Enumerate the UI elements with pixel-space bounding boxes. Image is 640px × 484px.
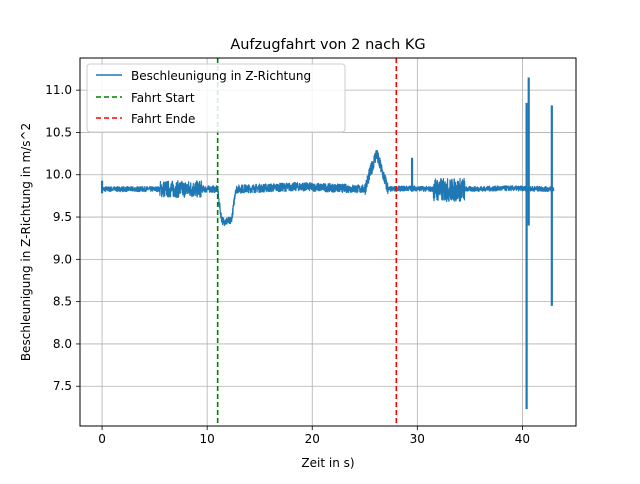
series-line-acceleration	[101, 149, 555, 227]
legend-label-fahrt-ende: Fahrt Ende	[131, 112, 195, 126]
x-tick-label: 20	[305, 432, 320, 446]
legend-label-fahrt-start: Fahrt Start	[131, 91, 195, 105]
y-axis-label: Beschleunigung in Z-Richtung in m/s^2	[19, 123, 33, 361]
legend-label-acceleration: Beschleunigung in Z-Richtung	[131, 69, 311, 83]
tick-layer: 0 10 20 30 40 7.5 8.0 8.5 9.0 9.5 10.0 10.5 11.0	[45, 83, 530, 446]
x-tick-label: 40	[515, 432, 530, 446]
legend-box	[86, 63, 346, 133]
y-tick-label: 7.5	[53, 379, 72, 393]
chart-title: Aufzugfahrt von 2 nach KG	[230, 37, 425, 53]
y-tick-label: 10.5	[45, 125, 72, 139]
y-tick-label: 9.5	[53, 210, 72, 224]
x-tick-label: 10	[200, 432, 215, 446]
x-tick-label: 0	[98, 432, 106, 446]
y-tick-label: 8.0	[53, 337, 72, 351]
y-tick-label: 8.5	[53, 295, 72, 309]
y-tick-label: 11.0	[45, 83, 72, 97]
x-tick-label: 30	[410, 432, 425, 446]
x-axis-label: Zeit in s)	[301, 456, 354, 470]
data-layer	[100, 58, 555, 426]
y-tick-label: 10.0	[45, 168, 72, 182]
y-tick-label: 9.0	[53, 252, 72, 266]
legend: Beschleunigung in Z-Richtung Fahrt Start…	[86, 63, 346, 133]
plot-frame	[79, 57, 577, 427]
